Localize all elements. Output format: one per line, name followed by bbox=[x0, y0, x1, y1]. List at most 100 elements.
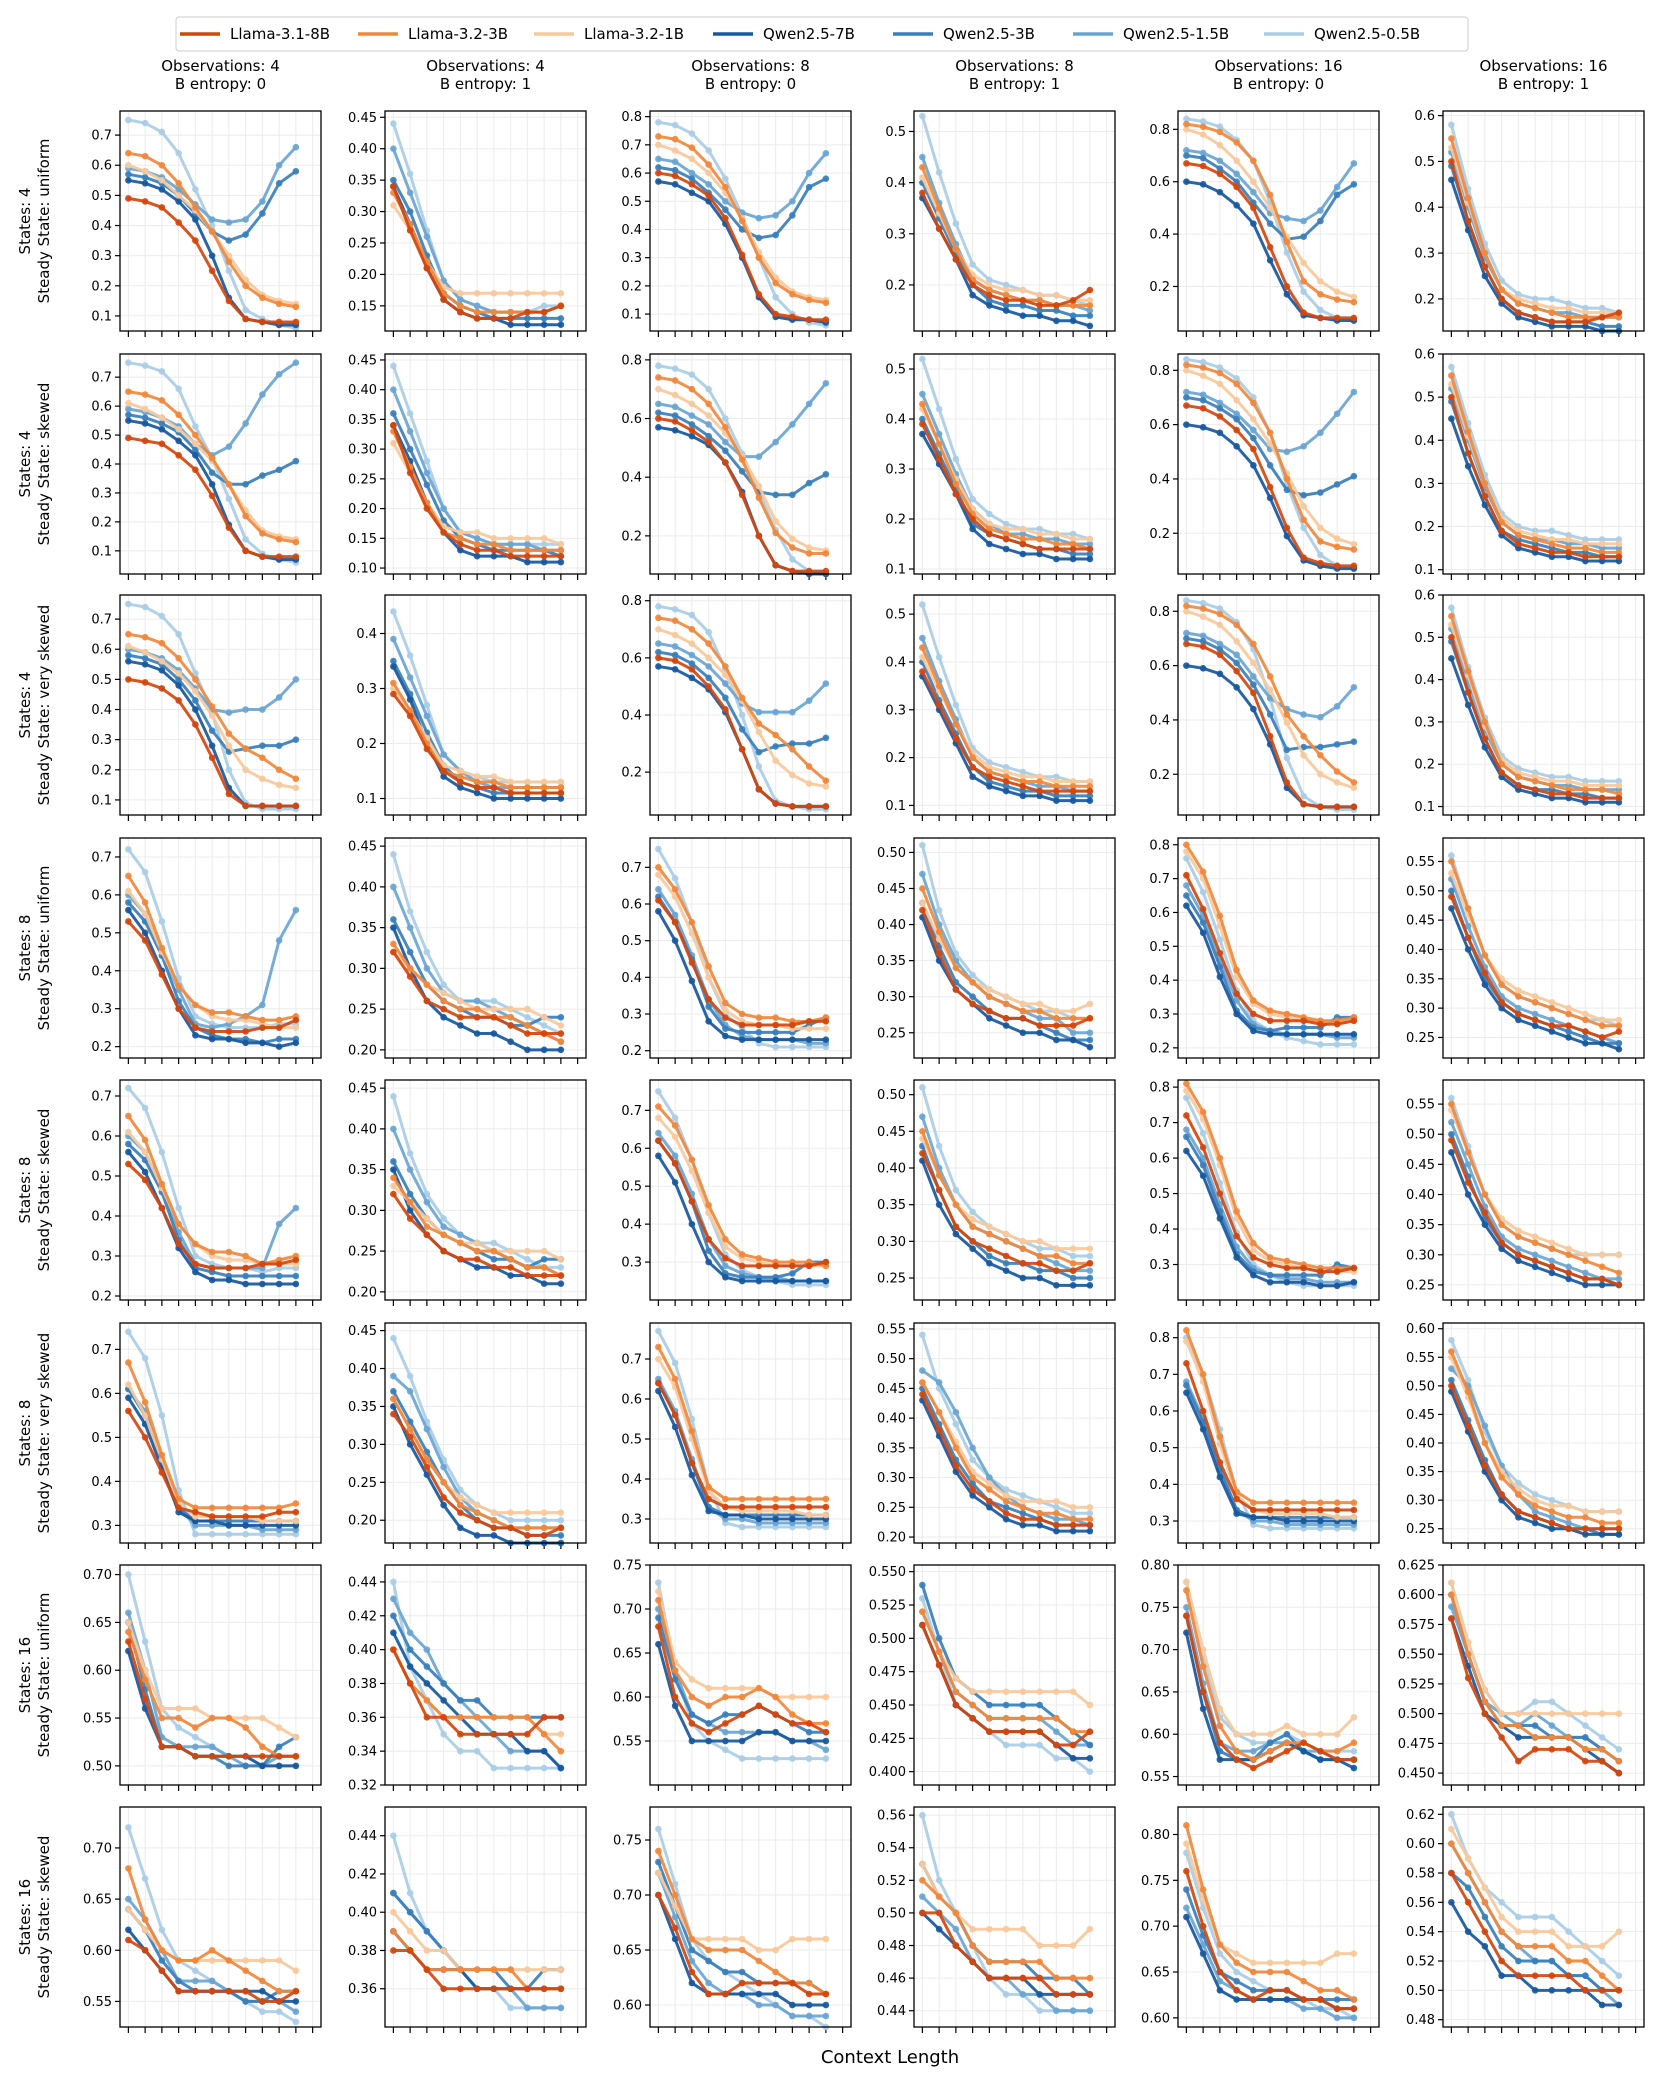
data-point bbox=[1019, 773, 1027, 781]
data-point bbox=[986, 1474, 993, 1481]
data-point bbox=[158, 685, 166, 692]
y-tick-label: 0.3 bbox=[885, 463, 906, 478]
data-point bbox=[1069, 1029, 1077, 1037]
legend-label: Llama-3.2-3B bbox=[408, 25, 508, 43]
data-point bbox=[722, 1254, 729, 1262]
data-point bbox=[125, 388, 132, 395]
data-point bbox=[141, 654, 149, 662]
data-point bbox=[1250, 426, 1257, 434]
data-point bbox=[1199, 605, 1207, 612]
data-point bbox=[557, 552, 565, 560]
data-point bbox=[705, 438, 712, 446]
y-tick-label: 0.8 bbox=[1149, 1331, 1170, 1346]
data-point bbox=[1002, 297, 1010, 304]
data-point bbox=[1333, 191, 1341, 199]
y-tick-label: 0.25 bbox=[348, 1245, 377, 1260]
data-point bbox=[789, 291, 796, 298]
column-title-line1: Observations: 8 bbox=[691, 57, 810, 75]
data-point bbox=[1250, 1254, 1257, 1261]
y-tick-label: 0.2 bbox=[885, 278, 906, 293]
column-title-line1: Observations: 16 bbox=[1479, 57, 1607, 75]
data-point bbox=[1448, 1094, 1455, 1102]
data-point bbox=[805, 169, 813, 177]
data-point bbox=[1216, 1154, 1224, 1162]
y-tick-label: 0.8 bbox=[1149, 1081, 1170, 1096]
y-tick-label: 0.30 bbox=[348, 1204, 377, 1219]
data-point bbox=[1053, 1498, 1060, 1505]
data-point bbox=[1019, 1238, 1027, 1245]
data-point bbox=[1019, 787, 1027, 795]
y-tick-label: 0.40 bbox=[348, 383, 377, 398]
data-point bbox=[1481, 969, 1489, 977]
data-point bbox=[490, 1509, 498, 1516]
series-Llama-3.2-1B bbox=[125, 642, 300, 792]
data-point bbox=[688, 611, 696, 619]
data-point bbox=[919, 668, 926, 675]
data-point bbox=[192, 446, 199, 453]
data-point bbox=[1448, 893, 1455, 900]
y-tick-label: 0.4 bbox=[1414, 673, 1435, 688]
data-point bbox=[1448, 1118, 1455, 1126]
data-point bbox=[655, 1355, 662, 1363]
data-point bbox=[390, 362, 397, 370]
data-point bbox=[406, 170, 414, 178]
series-Llama-3.1-8B bbox=[1183, 640, 1358, 811]
data-point bbox=[1216, 188, 1224, 196]
y-tick-label: 0.45 bbox=[348, 111, 377, 126]
data-point bbox=[738, 1503, 746, 1511]
data-point bbox=[175, 654, 182, 662]
data-point bbox=[738, 217, 746, 225]
data-point bbox=[490, 784, 498, 791]
data-point bbox=[158, 612, 166, 620]
data-point bbox=[1498, 1245, 1505, 1253]
data-point bbox=[1183, 1147, 1190, 1155]
data-point bbox=[1283, 448, 1291, 456]
data-point bbox=[655, 1379, 662, 1387]
data-point bbox=[259, 1024, 266, 1031]
data-point bbox=[1565, 777, 1572, 785]
data-point bbox=[1582, 1525, 1589, 1533]
data-point bbox=[935, 950, 943, 957]
data-point bbox=[722, 447, 729, 455]
data-point bbox=[655, 178, 662, 185]
data-point bbox=[1002, 783, 1010, 790]
data-point bbox=[919, 1128, 926, 1135]
data-point bbox=[457, 767, 464, 775]
data-point bbox=[125, 399, 132, 407]
data-point bbox=[1216, 364, 1224, 371]
data-point bbox=[1199, 868, 1207, 876]
data-point bbox=[688, 432, 696, 440]
data-point bbox=[1233, 170, 1240, 178]
data-point bbox=[141, 1434, 149, 1441]
data-point bbox=[1199, 181, 1207, 188]
data-point bbox=[125, 676, 132, 683]
data-point bbox=[1183, 608, 1190, 615]
data-point bbox=[1002, 291, 1010, 299]
data-point bbox=[1481, 1221, 1489, 1228]
data-point bbox=[1053, 1015, 1060, 1022]
data-point bbox=[390, 386, 397, 393]
data-point bbox=[390, 1125, 397, 1133]
data-point bbox=[1283, 1024, 1291, 1031]
series-Llama-3.1-8B bbox=[919, 420, 1094, 553]
y-tick-label: 0.35 bbox=[1406, 972, 1435, 987]
panel-frame bbox=[119, 110, 322, 332]
data-point bbox=[440, 1247, 447, 1255]
data-point bbox=[1183, 115, 1190, 123]
data-point bbox=[1481, 501, 1489, 509]
data-point bbox=[390, 1334, 397, 1342]
data-point bbox=[1582, 1010, 1589, 1018]
data-point bbox=[772, 731, 779, 739]
panel-r5-c4: 0.250.300.350.400.450.50 bbox=[877, 1079, 1116, 1306]
y-tick-label: 0.5 bbox=[1149, 1187, 1170, 1202]
data-point bbox=[1250, 673, 1257, 680]
data-point bbox=[292, 1280, 300, 1288]
data-point bbox=[738, 1036, 746, 1043]
data-point bbox=[671, 605, 679, 613]
data-point bbox=[722, 1236, 729, 1243]
data-point bbox=[490, 778, 498, 786]
data-point bbox=[406, 445, 414, 453]
y-tick-label: 0.2 bbox=[91, 1290, 112, 1305]
data-point bbox=[259, 318, 266, 326]
data-point bbox=[507, 315, 514, 322]
